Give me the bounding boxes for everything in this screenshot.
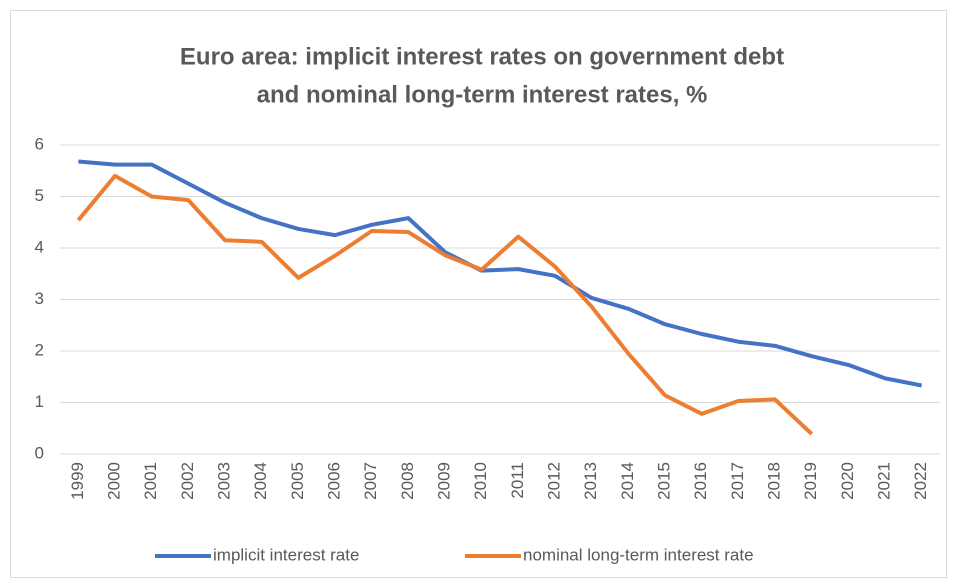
y-tick-label: 0 [35,443,44,462]
y-tick-label: 3 [35,289,44,308]
series-line [76,173,814,436]
x-tick-label: 2006 [324,462,343,500]
x-tick-label: 2019 [801,462,820,500]
y-tick-label: 4 [35,237,44,256]
x-tick-label: 2007 [361,462,380,500]
x-tick-label: 2010 [471,462,490,500]
x-tick-label: 2013 [581,462,600,500]
x-tick-label: 1999 [68,462,87,500]
x-tick-label: 2020 [838,462,857,500]
x-tick-label: 2001 [141,462,160,500]
x-tick-label: 2009 [434,462,453,500]
chart-title: Euro area: implicit interest rates on go… [180,43,784,70]
chart-title: and nominal long-term interest rates, % [257,81,708,108]
x-tick-label: 2002 [178,462,197,500]
x-tick-label: 2021 [874,462,893,500]
legend-label: implicit interest rate [213,545,359,564]
y-tick-label: 6 [35,134,44,153]
x-tick-label: 2008 [398,462,417,500]
x-tick-label: 2016 [691,462,710,500]
x-tick-label: 2005 [288,462,307,500]
x-tick-label: 2000 [104,462,123,500]
x-tick-label: 2012 [544,462,563,500]
legend-label: nominal long-term interest rate [523,545,754,564]
x-tick-label: 2003 [214,462,233,500]
y-tick-label: 5 [35,186,44,205]
chart-border [10,10,947,578]
y-tick-label: 2 [35,340,44,359]
x-tick-label: 2015 [654,462,673,500]
x-tick-label: 2022 [911,462,930,500]
x-tick-label: 2004 [251,462,270,500]
series-line [78,159,923,388]
x-tick-label: 2014 [618,462,637,500]
x-tick-label: 2017 [728,462,747,500]
x-tick-label: 2011 [508,462,527,499]
x-tick-label: 2018 [764,462,783,500]
y-tick-label: 1 [35,392,44,411]
